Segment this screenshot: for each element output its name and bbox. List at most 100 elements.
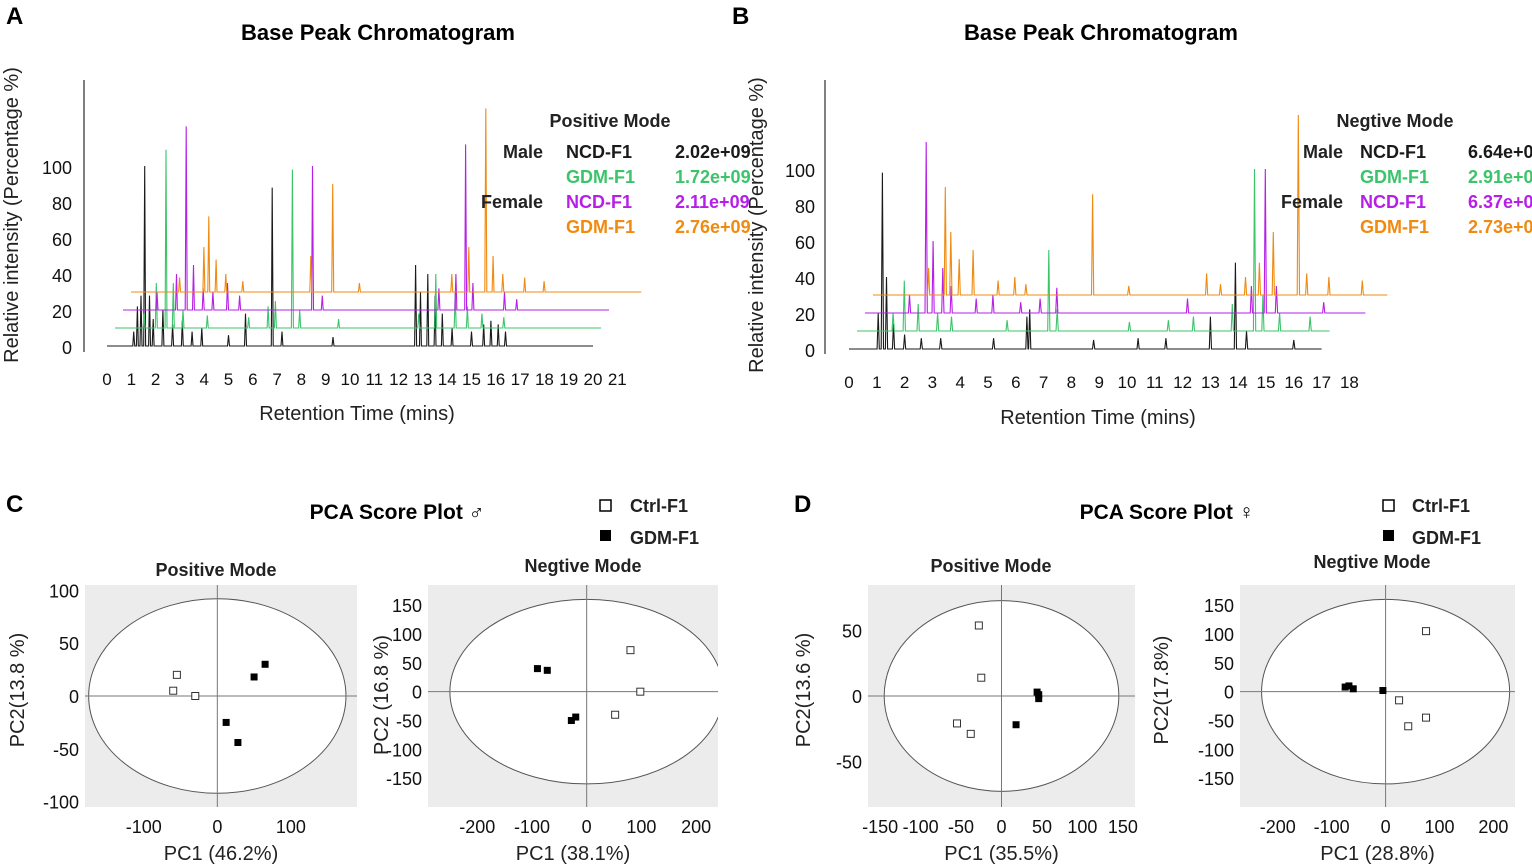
ctrl-legend-marker (1382, 499, 1395, 512)
ctrl-point (1422, 627, 1431, 636)
x-tick-label: 9 (1094, 373, 1103, 392)
x-tick-label: -200 (1260, 817, 1296, 837)
legend-value-label: 6.37e+08 (1468, 192, 1532, 212)
gdm-point (1035, 695, 1043, 703)
series-line (865, 141, 1366, 314)
ctrl-point (191, 692, 200, 700)
gdm-point (234, 739, 242, 747)
y-tick-label: 150 (1204, 596, 1234, 616)
y-tick-label: -150 (1198, 769, 1234, 789)
gdm-legend-marker (600, 530, 611, 541)
pca-title-female: PCA Score Plot ♀ (1080, 501, 1255, 524)
x-tick-label: 100 (1067, 817, 1097, 837)
x-tick-label: 200 (681, 817, 711, 837)
gdm-legend-label: GDM-F1 (630, 528, 699, 548)
legend-value-label: 2.73e+08 (1468, 217, 1532, 237)
x-tick-label: 12 (1173, 373, 1192, 392)
y-tick-label: 0 (62, 338, 72, 358)
x-tick-label: 10 (1118, 373, 1137, 392)
y-tick-label: -100 (43, 793, 79, 813)
x-tick-label: 200 (1478, 817, 1508, 837)
legend-value-label: 2.11e+09 (675, 192, 750, 212)
gdm-point (1035, 691, 1043, 699)
y-tick-label: -50 (1208, 712, 1234, 732)
gdm-point (1012, 721, 1020, 729)
mode-label: Positive Mode (549, 111, 670, 131)
gdm-point (533, 665, 541, 673)
x-tick-label: 18 (1340, 373, 1359, 392)
x-tick-label: 12 (389, 370, 408, 389)
x-tick-label: 1 (127, 370, 136, 389)
panel-label-b: B (732, 3, 749, 30)
gdm-point (1341, 683, 1349, 691)
y-tick-label: 0 (412, 683, 422, 703)
ctrl-point (636, 687, 645, 696)
x-axis-label: Retention Time (mins) (1000, 407, 1196, 429)
pca-title-male: PCA Score Plot ♂ (310, 501, 485, 524)
legend-sample-label: NCD-F1 (1360, 192, 1426, 212)
y-tick-label: 50 (402, 654, 422, 674)
x-tick-label: 4 (955, 373, 964, 392)
y-tick-label: 50 (59, 634, 79, 654)
x-tick-label: 0 (1381, 817, 1391, 837)
y-tick-label: 0 (805, 341, 815, 361)
x-tick-label: 21 (608, 370, 627, 389)
x-tick-label: 0 (996, 817, 1006, 837)
x-tick-label: 2 (151, 370, 160, 389)
y-tick-label: 150 (392, 596, 422, 616)
chart-title-positive: Base Peak Chromatogram (241, 20, 515, 45)
x-tick-label: 3 (928, 373, 937, 392)
legend-group-label: Male (1303, 142, 1343, 162)
y-tick-label: 60 (795, 233, 815, 253)
x-tick-label: 7 (1039, 373, 1048, 392)
x-tick-label: 1 (872, 373, 881, 392)
legend-sample-label: GDM-F1 (1360, 217, 1429, 237)
y-tick-label: 50 (1214, 654, 1234, 674)
pca-legend-female: Ctrl-F1 GDM-F1 (1382, 496, 1481, 548)
ctrl-legend-marker (599, 499, 612, 512)
y-tick-label: 50 (842, 622, 862, 642)
x-tick-label: -100 (126, 817, 162, 837)
x-tick-label: 20 (584, 370, 603, 389)
y-tick-label: 20 (52, 302, 72, 322)
pca-subtitle: Negtive Mode (1313, 552, 1430, 572)
y-tick-label: -50 (53, 740, 79, 760)
panel-label-d: D (794, 491, 811, 518)
legend-sample-label: GDM-F1 (1360, 167, 1429, 187)
gdm-legend-label: GDM-F1 (1412, 528, 1481, 548)
x-tick-label: 0 (844, 373, 853, 392)
series-line (873, 114, 1388, 296)
x-tick-label: -100 (514, 817, 550, 837)
x-tick-label: 100 (626, 817, 656, 837)
x-tick-label: 8 (297, 370, 306, 389)
legend-value-label: 2.91e+08 (1468, 167, 1532, 187)
x-tick-label: 5 (224, 370, 233, 389)
x-tick-label: 5 (983, 373, 992, 392)
x-tick-label: 2 (900, 373, 909, 392)
y-tick-label: 60 (52, 230, 72, 250)
x-tick-label: 7 (272, 370, 281, 389)
x-tick-label: -50 (948, 817, 974, 837)
x-tick-label: 0 (212, 817, 222, 837)
pca-plot-male-negative: -200 -100 0 100 200 150 100 50 0 -50 -100 -150 Negti… (371, 556, 718, 865)
x-axis-label: PC1 (35.5%) (944, 843, 1059, 865)
x-tick-label: 50 (1032, 817, 1052, 837)
x-tick-label: -100 (1314, 817, 1350, 837)
ctrl-point (1404, 722, 1413, 731)
x-axis-label: PC1 (38.1%) (516, 843, 631, 865)
gdm-point (572, 713, 580, 721)
pca-plot-female-negative: -200 -100 0 100 200 150 100 50 0 -50 -100 -150 Negti… (1151, 552, 1515, 865)
ctrl-point (974, 621, 983, 630)
y-tick-label: -100 (386, 740, 422, 760)
x-tick-label: 16 (486, 370, 505, 389)
series-line (115, 149, 601, 329)
series-line (849, 172, 1322, 350)
y-tick-label: -150 (386, 769, 422, 789)
y-tick-label: -50 (836, 752, 862, 772)
x-tick-label: 18 (535, 370, 554, 389)
x-tick-label: 11 (365, 370, 383, 389)
legend-group-label: Female (481, 192, 543, 212)
